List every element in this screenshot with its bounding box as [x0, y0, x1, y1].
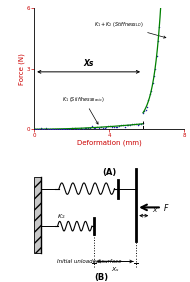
Point — [39, 126, 42, 130]
Point — [41, 127, 44, 131]
Point — [110, 124, 113, 129]
Point — [147, 98, 150, 102]
Point — [55, 127, 59, 131]
Point — [37, 127, 40, 131]
Point — [114, 125, 117, 129]
Point — [144, 107, 147, 112]
Point — [83, 125, 86, 130]
Text: $K_1$ ($\mathit{Stiffness}_{Basic}$): $K_1$ ($\mathit{Stiffness}_{Basic}$) — [62, 94, 105, 124]
Point — [78, 126, 81, 131]
Point — [76, 127, 79, 131]
Point — [90, 124, 93, 129]
Point — [48, 127, 51, 131]
Point — [54, 127, 57, 131]
Point — [99, 125, 102, 129]
Point — [79, 126, 82, 130]
Point — [121, 123, 124, 128]
X-axis label: Deformation (mm): Deformation (mm) — [77, 140, 142, 146]
Point — [63, 127, 66, 131]
Point — [138, 122, 141, 127]
Point — [148, 92, 151, 96]
Text: (B): (B) — [95, 273, 109, 282]
Point — [132, 122, 135, 126]
Point — [85, 126, 88, 131]
Point — [156, 38, 159, 43]
Point — [154, 66, 157, 71]
Point — [118, 124, 121, 129]
Point — [142, 111, 145, 116]
Point — [92, 125, 95, 130]
Point — [61, 127, 64, 131]
Point — [109, 124, 112, 129]
Point — [70, 125, 73, 130]
Point — [143, 109, 146, 113]
Point — [87, 126, 90, 130]
Point — [59, 127, 62, 131]
Point — [103, 125, 106, 130]
Point — [107, 124, 110, 128]
Point — [72, 126, 75, 131]
Point — [34, 127, 37, 131]
Point — [125, 123, 128, 127]
Point — [74, 126, 77, 131]
Text: Initial unloaded surface: Initial unloaded surface — [57, 259, 121, 264]
Point — [116, 124, 119, 129]
Point — [142, 121, 145, 125]
Point — [94, 126, 97, 131]
Point — [151, 81, 154, 85]
Text: $X_s$: $X_s$ — [111, 265, 120, 274]
Point — [131, 122, 134, 127]
Point — [66, 127, 70, 131]
Point — [136, 123, 139, 127]
Point — [81, 127, 84, 131]
Point — [45, 126, 48, 130]
Point — [159, 3, 162, 8]
Point — [36, 127, 39, 131]
Point — [150, 89, 153, 93]
Point — [101, 126, 104, 131]
Point — [89, 126, 92, 131]
Text: Xs: Xs — [83, 59, 94, 68]
Point — [50, 126, 53, 131]
Point — [120, 123, 123, 127]
Point — [158, 25, 161, 30]
Y-axis label: Force (N): Force (N) — [19, 53, 25, 85]
Point — [112, 124, 115, 129]
Point — [46, 126, 49, 131]
Point — [98, 126, 101, 130]
Point — [96, 125, 99, 129]
Point — [140, 122, 143, 126]
Point — [152, 74, 155, 78]
Point — [43, 127, 46, 131]
Point — [65, 126, 68, 131]
Point — [68, 127, 71, 131]
Point — [129, 123, 132, 128]
Point — [146, 104, 149, 109]
Text: $X$: $X$ — [152, 206, 159, 214]
Point — [155, 54, 158, 58]
Text: $K_2$: $K_2$ — [57, 212, 66, 221]
Text: $K_1+K_2$ ($\mathit{Stiffness}_{LD}$): $K_1+K_2$ ($\mathit{Stiffness}_{LD}$) — [94, 20, 166, 38]
Point — [57, 127, 60, 131]
Point — [105, 124, 108, 129]
Bar — [34, 177, 41, 253]
Point — [134, 122, 137, 126]
Text: $F$: $F$ — [163, 202, 170, 213]
Point — [123, 124, 126, 129]
Point — [52, 127, 55, 131]
Text: (A): (A) — [102, 168, 116, 177]
Point — [127, 123, 130, 128]
